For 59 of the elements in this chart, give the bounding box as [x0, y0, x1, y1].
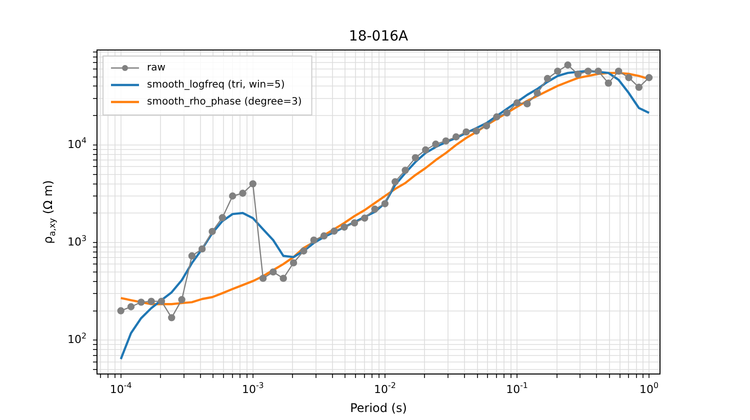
point — [168, 314, 176, 322]
point — [402, 166, 409, 174]
point — [208, 228, 216, 236]
point — [422, 146, 430, 154]
point — [442, 137, 450, 145]
point — [574, 70, 582, 78]
point — [392, 178, 399, 186]
point — [259, 274, 267, 282]
point — [482, 122, 490, 130]
point — [198, 245, 206, 253]
point — [584, 68, 592, 75]
point — [188, 252, 196, 260]
point — [148, 298, 155, 305]
point — [412, 154, 420, 162]
point — [280, 274, 287, 282]
point — [594, 68, 602, 75]
point — [310, 236, 318, 244]
point — [544, 74, 552, 82]
point — [493, 113, 500, 120]
point — [462, 128, 470, 136]
point — [249, 180, 256, 188]
point — [138, 298, 145, 306]
point — [218, 214, 226, 222]
point — [472, 127, 480, 135]
point — [513, 99, 521, 106]
legend-label: raw — [147, 62, 166, 74]
legend-label: smooth_rho_phase (degree=3) — [147, 96, 302, 108]
x-axis-title: Period (s) — [350, 400, 407, 415]
point — [524, 100, 531, 108]
point — [604, 80, 612, 87]
point — [381, 200, 389, 208]
point — [371, 206, 378, 213]
chart-title: 18-016A — [348, 28, 409, 45]
point — [503, 109, 510, 117]
point — [614, 68, 622, 75]
point — [300, 247, 308, 255]
point — [158, 298, 166, 305]
point — [290, 259, 298, 266]
legend-label: smooth_logfreq (tri, win=5) — [147, 80, 285, 91]
point — [350, 219, 358, 227]
point — [432, 140, 440, 148]
point — [178, 296, 186, 304]
point — [554, 68, 562, 75]
point — [645, 74, 653, 82]
point — [117, 307, 124, 314]
point — [330, 228, 338, 235]
point — [635, 84, 643, 91]
point — [625, 74, 632, 82]
point — [127, 303, 135, 310]
point — [239, 190, 246, 197]
point — [564, 61, 572, 69]
point — [340, 224, 348, 231]
point — [534, 90, 541, 97]
point — [361, 214, 368, 222]
point — [452, 133, 460, 140]
point — [320, 232, 328, 240]
point — [228, 192, 236, 200]
point — [270, 268, 277, 276]
y-axis-title: ρa,xy (Ω m) — [41, 180, 58, 244]
